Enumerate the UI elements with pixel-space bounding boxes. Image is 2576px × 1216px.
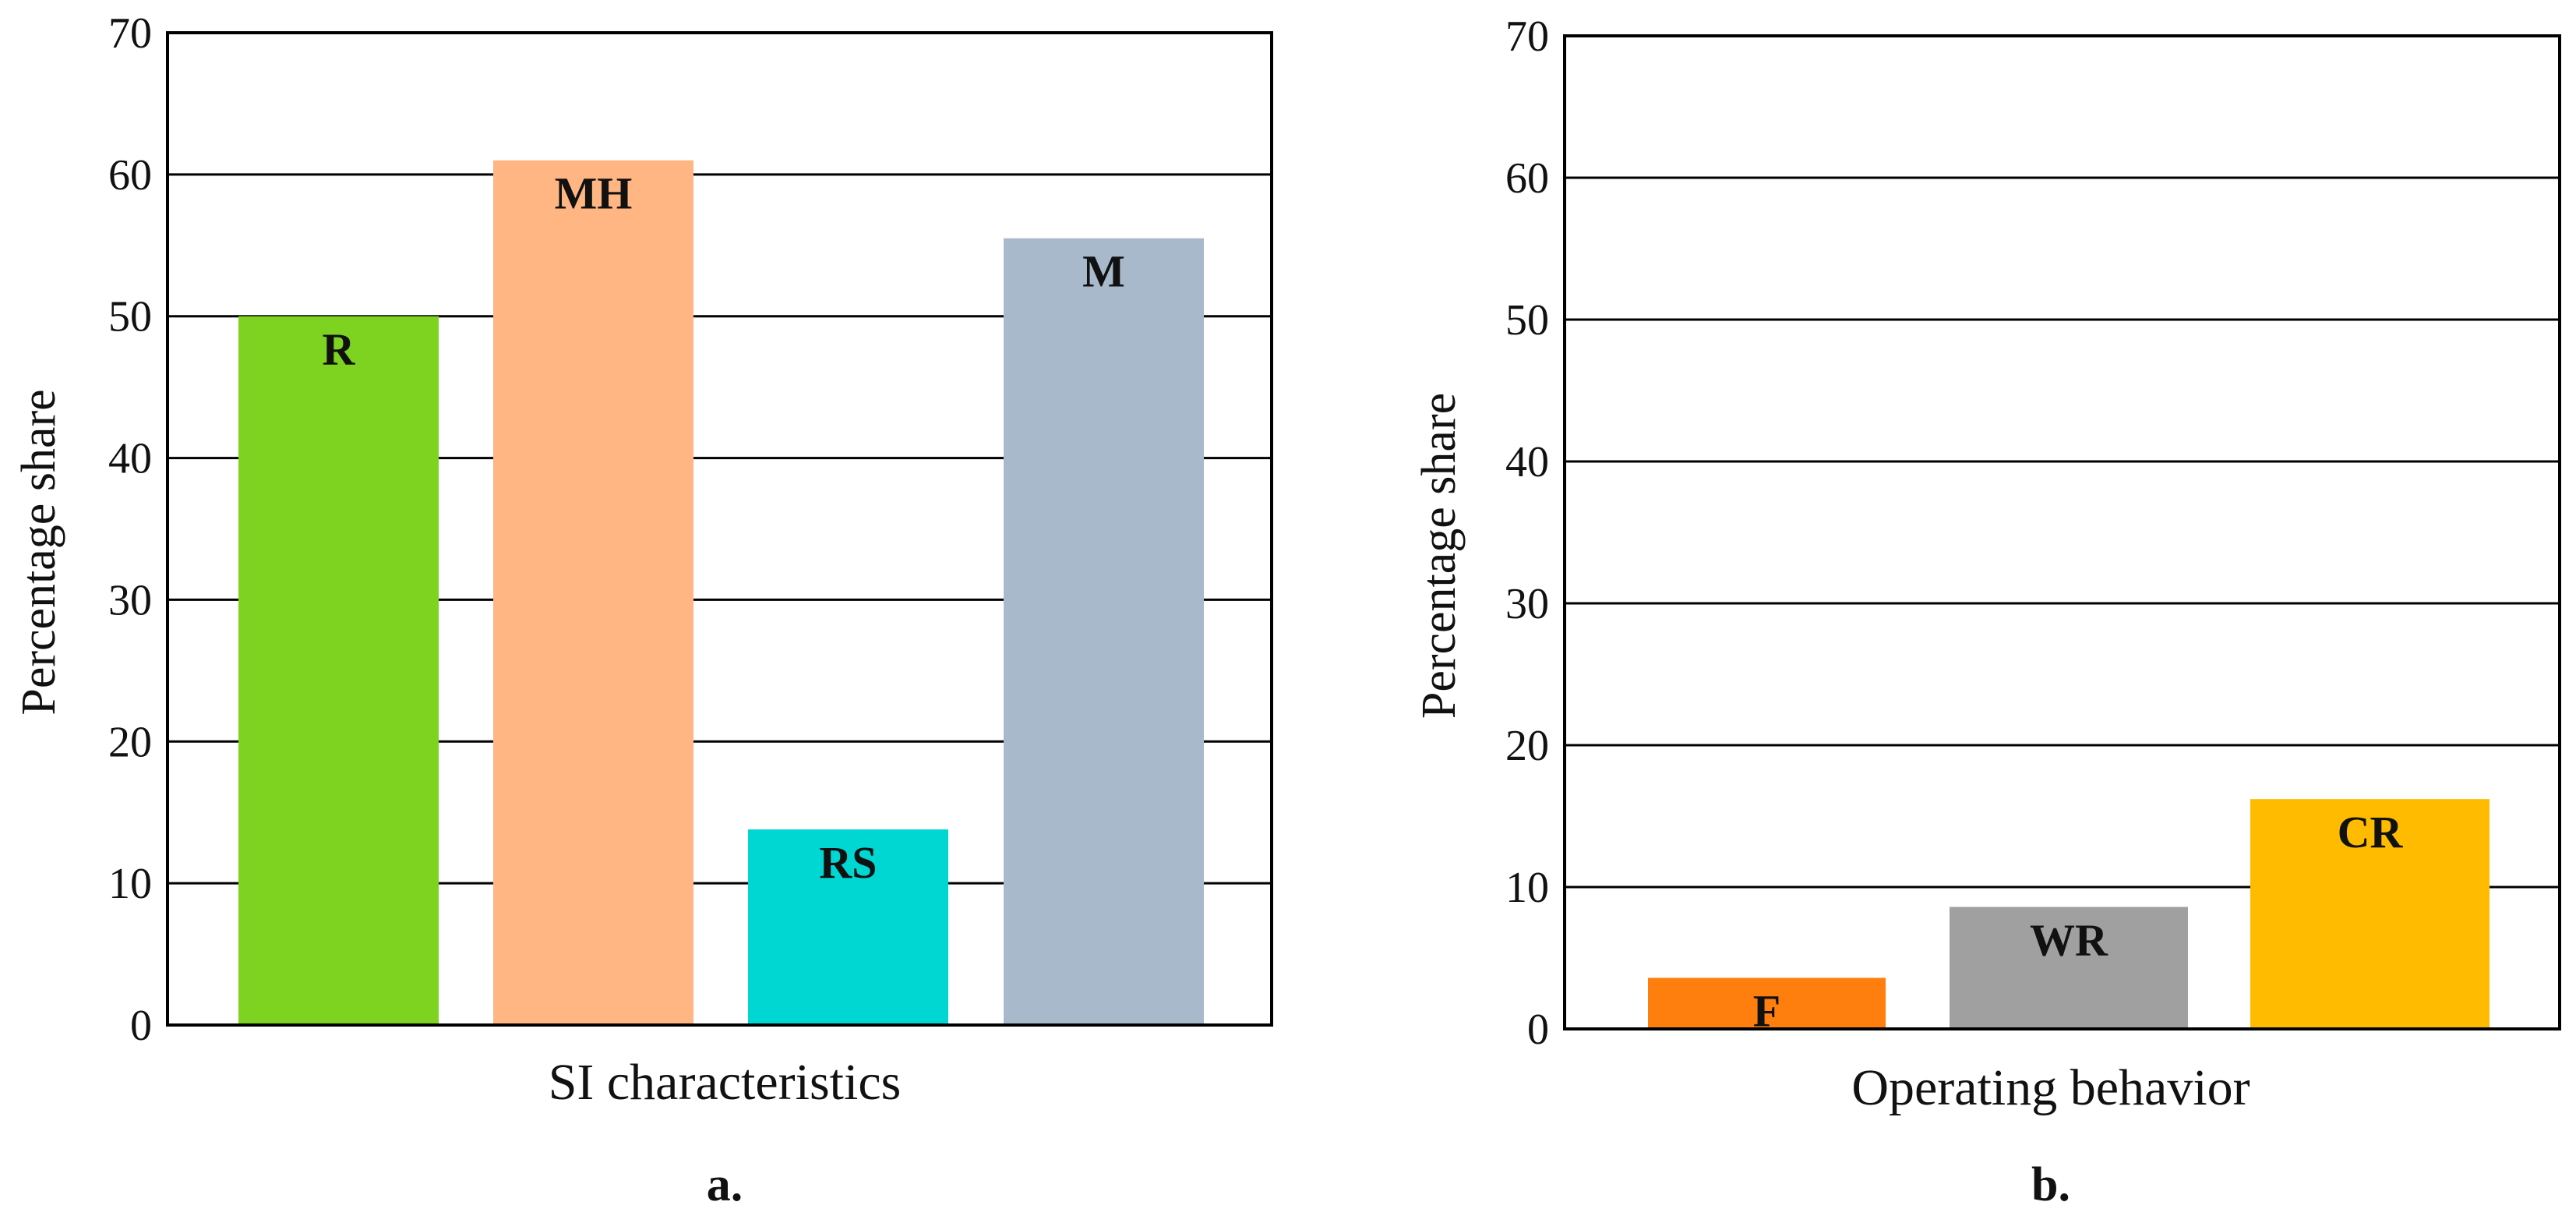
y-tick-label-b-10: 10 xyxy=(1505,864,1549,912)
y-tick-label-a-70: 70 xyxy=(108,9,152,58)
bar-label-b-wr: WR xyxy=(2030,914,2108,965)
y-tick-label-a-0: 0 xyxy=(130,1002,152,1050)
bar-a-r xyxy=(238,316,439,1025)
bar-a-m xyxy=(1004,238,1204,1025)
bar-b-wr xyxy=(1950,907,2188,1029)
bar-label-a-r: R xyxy=(323,324,356,375)
y-axis-label-a: Percentage share xyxy=(12,389,65,715)
y-tick-label-a-30: 30 xyxy=(108,576,152,624)
bar-label-a-m: M xyxy=(1082,246,1125,297)
y-axis-label-b: Percentage share xyxy=(1413,393,1466,719)
panel-label-b: b. xyxy=(2031,1158,2070,1211)
bar-label-b-cr: CR xyxy=(2338,807,2404,857)
y-tick-label-b-60: 60 xyxy=(1505,154,1549,203)
x-axis-label-a: SI characteristics xyxy=(549,1054,902,1111)
plot-frame-b xyxy=(1563,34,2561,1030)
y-tick-label-a-50: 50 xyxy=(108,293,152,341)
x-axis-label-b: Operating behavior xyxy=(1851,1059,2250,1116)
y-tick-label-b-40: 40 xyxy=(1505,438,1549,486)
panel-label-a: a. xyxy=(707,1158,743,1211)
y-tick-label-b-50: 50 xyxy=(1505,296,1549,345)
y-tick-label-a-60: 60 xyxy=(108,151,152,200)
y-tick-label-b-30: 30 xyxy=(1505,580,1549,628)
bar-label-a-rs: RS xyxy=(819,837,877,888)
y-tick-label-b-70: 70 xyxy=(1505,12,1549,61)
bar-label-a-mh: MH xyxy=(555,168,633,219)
bar-a-mh xyxy=(493,160,693,1026)
bar-b-f xyxy=(1648,977,1886,1029)
y-tick-label-b-20: 20 xyxy=(1505,722,1549,770)
y-tick-label-a-10: 10 xyxy=(108,860,152,908)
y-tick-label-b-0: 0 xyxy=(1527,1006,1549,1054)
y-tick-label-a-20: 20 xyxy=(108,718,152,766)
y-tick-label-a-40: 40 xyxy=(108,435,152,483)
plot-frame-a xyxy=(166,31,1273,1027)
bar-b-cr xyxy=(2250,799,2490,1029)
bar-a-rs xyxy=(748,829,948,1025)
